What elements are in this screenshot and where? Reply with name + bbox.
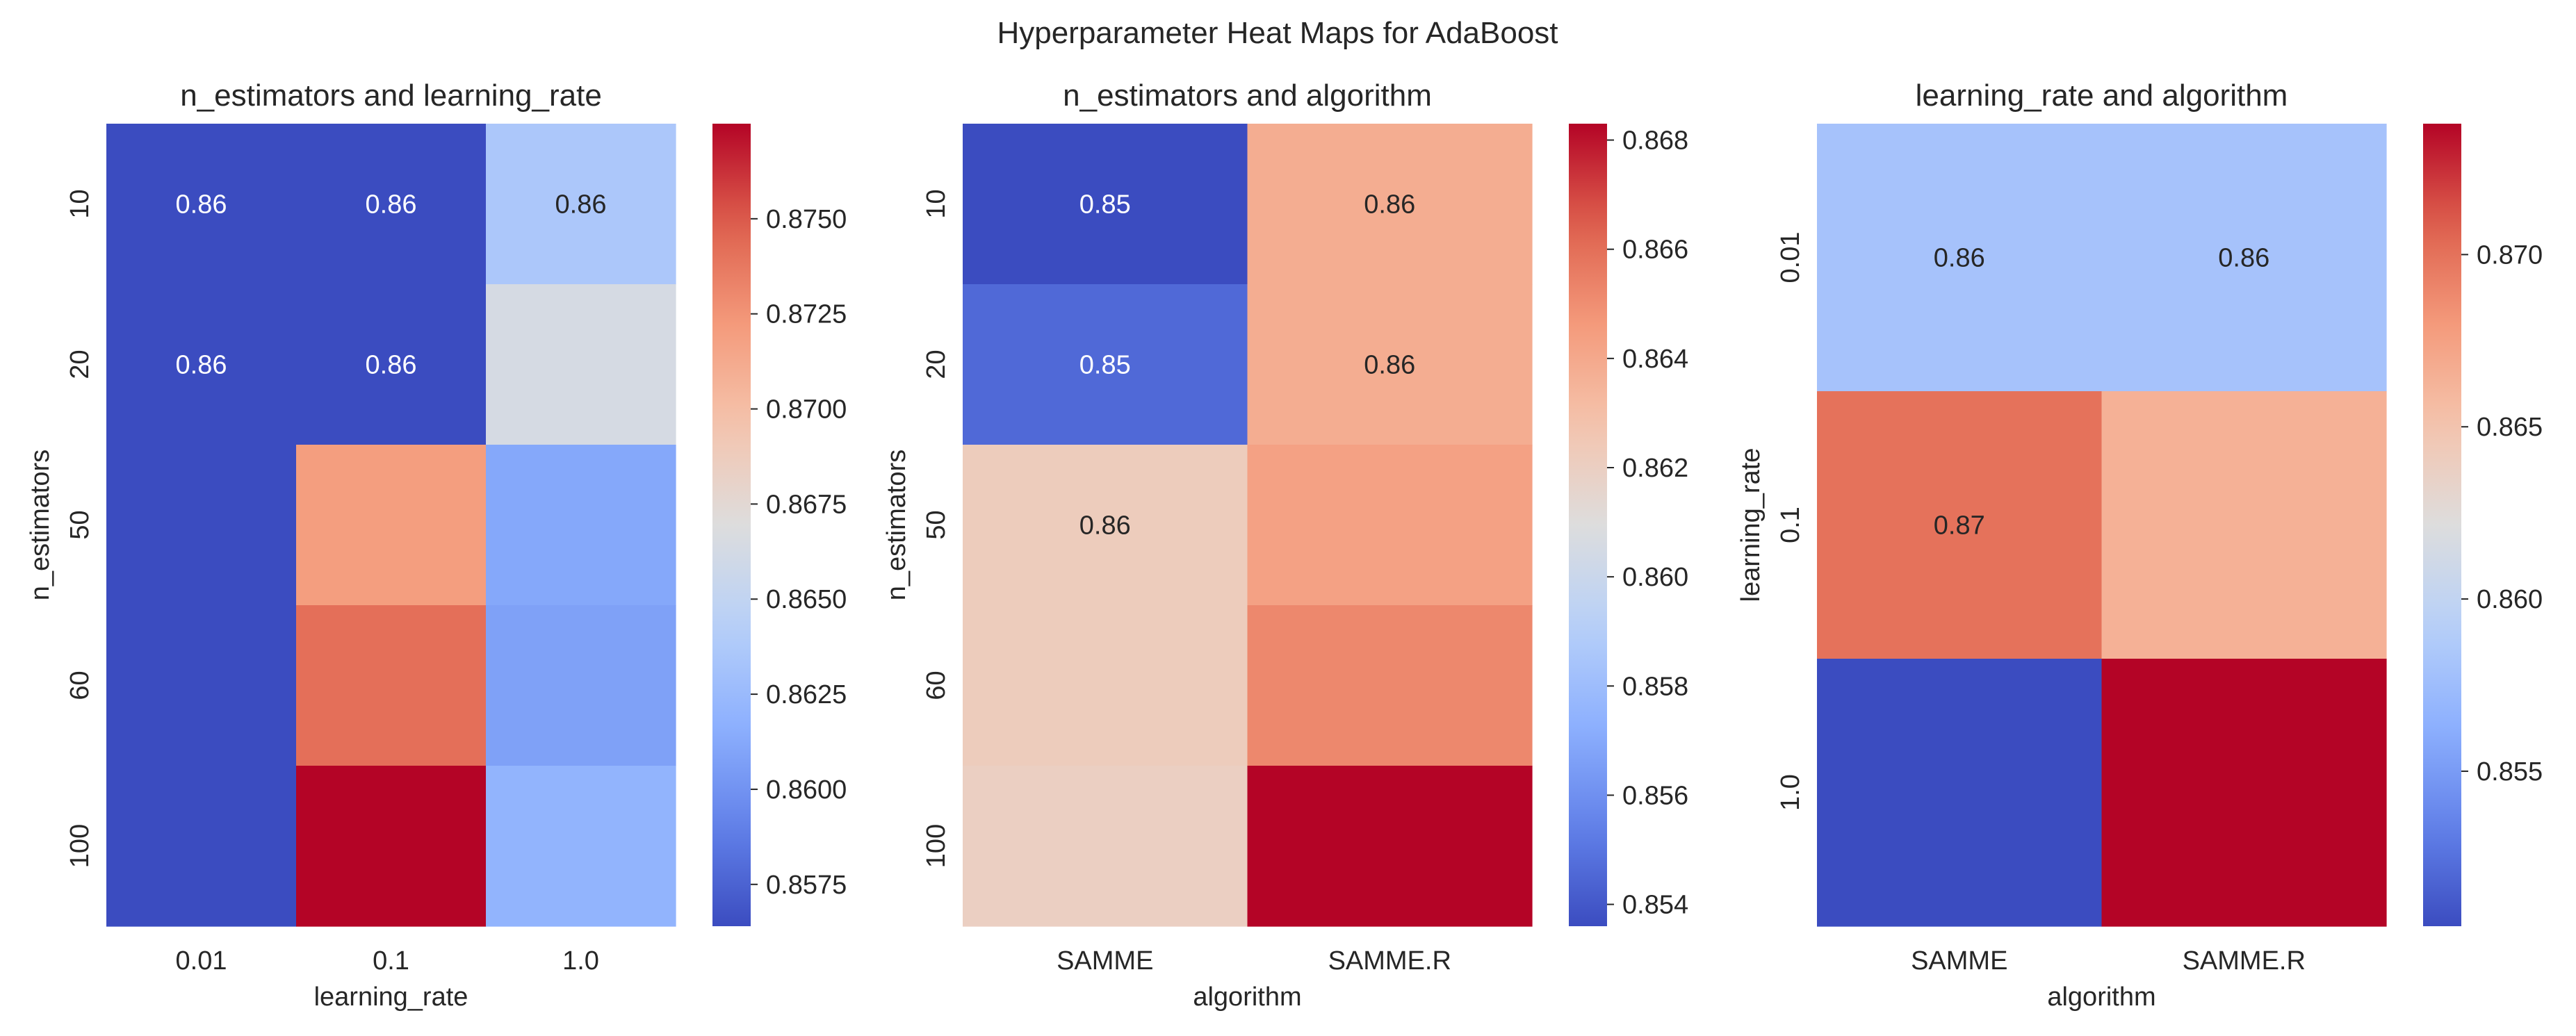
heatmap-1-y-tick-label: 60	[65, 671, 95, 700]
heatmap-2-x-tick-label: SAMME.R	[1328, 946, 1451, 976]
heatmap-1-cell	[296, 445, 487, 606]
colorbar-2-tick-label: 0.858	[1622, 672, 1688, 701]
heatmap-3-x-axis-label: algorithm	[2047, 982, 2155, 1012]
heatmap-2-y-tick-label: 50	[922, 510, 951, 539]
heatmap-1-cell	[486, 445, 676, 606]
heatmap-2-title: n_estimators and algorithm	[1063, 79, 1432, 113]
heatmap-1-x-axis-label: learning_rate	[314, 982, 468, 1012]
figure-title: Hyperparameter Heat Maps for AdaBoost	[997, 16, 1558, 50]
heatmap-2-cell-label: 0.86	[1364, 351, 1415, 380]
heatmap-3-cell	[2101, 391, 2387, 659]
heatmap-2-cell	[963, 124, 1248, 285]
colorbar-3-tick-label: 0.855	[2477, 757, 2543, 787]
colorbar-3-tick-label: 0.870	[2477, 240, 2543, 270]
heatmap-1-cell	[106, 605, 297, 766]
heatmap-1-cell-label: 0.86	[555, 190, 607, 220]
heatmap-1-cell-label: 0.86	[176, 190, 227, 220]
colorbar-1-tick-label: 0.8575	[766, 871, 847, 900]
colorbar-2-tick-label: 0.864	[1622, 345, 1688, 374]
heatmap-2-cell	[1247, 445, 1533, 606]
colorbar-1-tick-label: 0.8750	[766, 205, 847, 234]
heatmap-2-cell-label: 0.85	[1079, 351, 1131, 380]
heatmap-3-cell-label: 0.87	[1934, 511, 1985, 541]
colorbar-2-tick-label: 0.862	[1622, 454, 1688, 483]
heatmap-3-title: learning_rate and algorithm	[1916, 79, 2288, 113]
heatmap-1-x-tick-label: 0.01	[176, 946, 227, 976]
heatmap-1-x-tick-label: 1.0	[562, 946, 599, 976]
colorbar-2-tick-label: 0.866	[1622, 236, 1688, 265]
heatmap-2-cell-label: 0.85	[1079, 190, 1131, 220]
heatmap-2-cell	[963, 284, 1248, 445]
heatmap-1-cell	[486, 766, 676, 927]
colorbar-1-tick-label: 0.8600	[766, 775, 847, 805]
heatmap-2-y-tick-label: 100	[922, 824, 951, 868]
heatmap-2-x-tick-label: SAMME	[1057, 946, 1153, 976]
heatmap-1-cell-label: 0.86	[366, 351, 417, 380]
heatmap-2-cell-label: 0.86	[1364, 190, 1415, 220]
colorbar-2-tick-label: 0.868	[1622, 126, 1688, 156]
colorbar-3	[2423, 124, 2461, 926]
heatmap-2-y-axis-label: n_estimators	[882, 450, 911, 601]
heatmap-1-cell	[296, 284, 487, 445]
colorbar-1-tick-label: 0.8700	[766, 395, 847, 425]
heatmap-3-cell	[1817, 391, 2103, 659]
colorbar-2	[1569, 124, 1607, 926]
colorbar-2-tick-label: 0.860	[1622, 563, 1688, 592]
heatmap-2-y-tick-label: 20	[922, 350, 951, 379]
heatmap-1-cell	[106, 766, 297, 927]
colorbar-1	[712, 124, 751, 926]
heatmap-2-cell	[963, 766, 1248, 927]
heatmap-1-y-tick-label: 20	[65, 350, 95, 379]
colorbar-1-tick-label: 0.8650	[766, 585, 847, 614]
heatmap-3-x-tick-label: SAMME	[1911, 946, 2007, 976]
colorbar-1-tick-label: 0.8725	[766, 300, 847, 329]
heatmap-1-y-tick-label: 10	[65, 189, 95, 218]
heatmap-3-y-tick-label: 1.0	[1776, 774, 1805, 811]
heatmap-1-y-tick-label: 50	[65, 510, 95, 539]
heatmap-1-cell	[106, 284, 297, 445]
heatmap-2-cell	[1247, 124, 1533, 285]
colorbar-1-tick-label: 0.8625	[766, 680, 847, 709]
heatmap-2-cell	[1247, 766, 1533, 927]
heatmap-3-cell-label: 0.86	[1934, 244, 1985, 273]
heatmap-3-y-tick-label: 0.01	[1776, 232, 1805, 283]
heatmap-3-cell	[1817, 659, 2103, 927]
heatmap-1-cell-label: 0.86	[366, 190, 417, 220]
colorbar-2-tick-label: 0.856	[1622, 781, 1688, 810]
heatmap-1-y-tick-label: 100	[65, 824, 95, 868]
heatmap-3-cell	[2101, 659, 2387, 927]
colorbar-3-tick-label: 0.865	[2477, 413, 2543, 442]
colorbar-1-tick-label: 0.8675	[766, 490, 847, 519]
heatmap-1-cell	[296, 605, 487, 766]
colorbar-2-tick-label: 0.854	[1622, 891, 1688, 920]
heatmap-3-cell	[1817, 124, 2103, 392]
heatmap-1-y-axis-label: n_estimators	[26, 450, 55, 601]
heatmap-1-cell	[106, 124, 297, 285]
heatmap-2-cell-label: 0.86	[1079, 511, 1131, 541]
heatmap-2-cell	[1247, 605, 1533, 766]
heatmap-1-cell	[296, 766, 487, 927]
heatmap-2-cell	[1247, 284, 1533, 445]
heatmap-1-title: n_estimators and learning_rate	[180, 79, 602, 113]
heatmap-1-x-tick-label: 0.1	[373, 946, 409, 976]
heatmap-1-cell	[486, 284, 676, 445]
heatmap-3-y-axis-label: learning_rate	[1736, 448, 1766, 602]
heatmap-3-y-tick-label: 0.1	[1776, 507, 1805, 543]
heatmap-2-y-tick-label: 60	[922, 671, 951, 700]
heatmap-3-cell-label: 0.86	[2218, 244, 2269, 273]
heatmap-1-cell	[106, 445, 297, 606]
heatmap-2-x-axis-label: algorithm	[1193, 982, 1301, 1012]
heatmap-3-cell	[2101, 124, 2387, 392]
heatmap-3-x-tick-label: SAMME.R	[2183, 946, 2306, 976]
heatmap-2-y-tick-label: 10	[922, 189, 951, 218]
heatmap-1-cell-label: 0.86	[176, 351, 227, 380]
colorbar-3-tick-label: 0.860	[2477, 585, 2543, 614]
heatmap-1-cell	[296, 124, 487, 285]
heatmap-2-cell	[963, 605, 1248, 766]
heatmap-1-cell	[486, 605, 676, 766]
heatmap-2-cell	[963, 445, 1248, 606]
heatmap-1-cell	[486, 124, 676, 285]
